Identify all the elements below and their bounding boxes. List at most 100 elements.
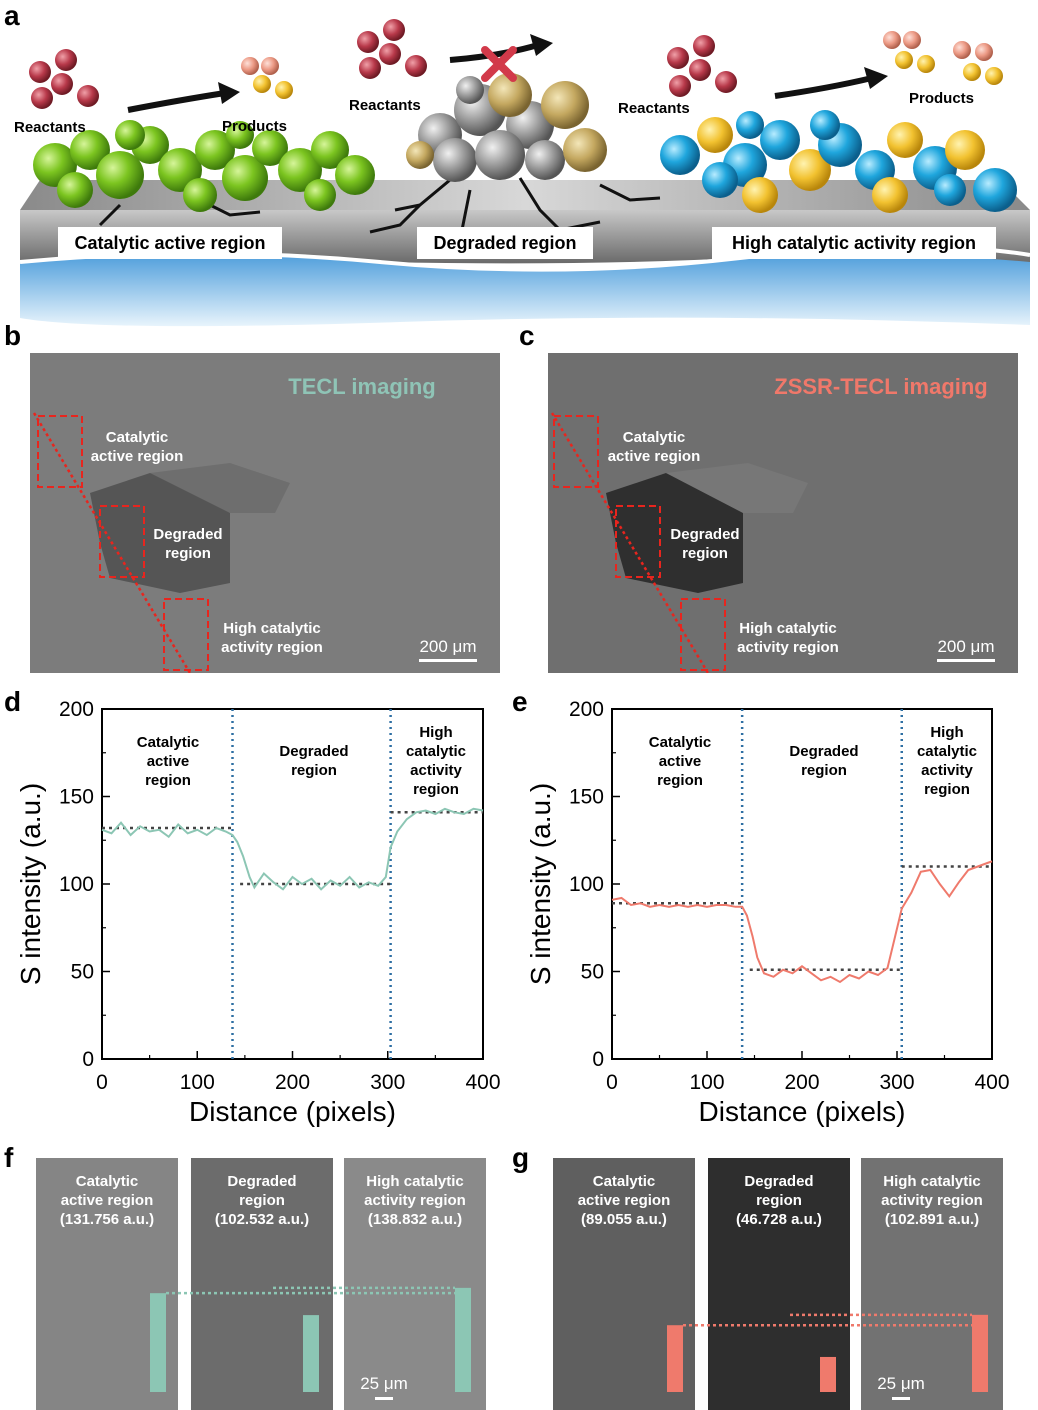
arrow-middle <box>449 42 539 63</box>
y-tick-label: 0 <box>82 1048 94 1071</box>
y-tick-label: 0 <box>592 1048 604 1071</box>
reactants-label-right: Reactants <box>618 100 690 117</box>
scale-label-b: 200 μm <box>419 637 476 656</box>
line-chart-d: 0 50 100 150 200 0 100 200 300 400 Distance (pixel… <box>15 698 501 1127</box>
region-label: High <box>930 724 963 741</box>
y-tick-label: 100 <box>59 873 94 896</box>
products-label-right: Products <box>909 90 974 107</box>
region-label: region <box>801 762 847 779</box>
label-b-degraded-2: region <box>165 545 211 562</box>
panel-letter-g: g <box>512 1142 530 1173</box>
bar-panel-f: Catalytic active region (131.756 a.u.) Degr… <box>36 1158 486 1410</box>
scale-bar-c <box>937 659 995 662</box>
region-box-degraded: Degraded region <box>433 233 576 253</box>
tile-label-line: activity region <box>364 1192 466 1209</box>
region-label: catalytic <box>917 743 977 760</box>
scale-bar-b <box>419 659 477 662</box>
tile-label-line: activity region <box>881 1192 983 1209</box>
label-c-degraded-1: Degraded <box>670 526 739 543</box>
y-tick-label: 150 <box>59 786 94 809</box>
scale-bar <box>892 1397 910 1400</box>
product-cluster-left <box>241 57 293 99</box>
tile-label-line: region <box>239 1192 285 1209</box>
scale-label: 25 μm <box>360 1374 408 1393</box>
tile-value-label: (138.832 a.u.) <box>368 1211 462 1228</box>
x-tick-label: 0 <box>606 1071 618 1094</box>
green-particles <box>33 120 375 212</box>
scale-label-c: 200 μm <box>937 637 994 656</box>
y-tick-label: 50 <box>71 961 94 984</box>
region-label: active <box>659 753 702 770</box>
tile-label-line: Degraded <box>227 1173 296 1190</box>
tecl-imaging-title: TECL imaging <box>288 374 436 399</box>
label-b-degraded-1: Degraded <box>153 526 222 543</box>
bar-panel-g: Catalytic active region (89.055 a.u.) Degra… <box>553 1158 1003 1410</box>
x-axis-title: Distance (pixels) <box>699 1096 906 1127</box>
reactant-cluster-right <box>667 35 737 97</box>
x-tick-label: 300 <box>879 1071 914 1094</box>
x-tick-label: 300 <box>370 1071 405 1094</box>
scale-bar <box>375 1397 393 1400</box>
zssr-tecl-imaging-title: ZSSR-TECL imaging <box>774 374 988 399</box>
x-axis-title: Distance (pixels) <box>189 1096 396 1127</box>
reactants-label-left: Reactants <box>14 119 86 136</box>
y-tick-label: 200 <box>569 698 604 721</box>
label-c-high-1: High catalytic <box>739 620 837 637</box>
y-tick-label: 200 <box>59 698 94 721</box>
label-c-active-2: active region <box>608 448 701 465</box>
x-tick-label: 200 <box>275 1071 310 1094</box>
region-label: Degraded <box>789 743 858 760</box>
tile-value-label: (102.532 a.u.) <box>215 1211 309 1228</box>
region-box-high: High catalytic activity region <box>732 233 976 253</box>
degraded-particles <box>406 73 607 182</box>
high-activity-particles <box>660 110 1017 213</box>
panel-letter-d: d <box>4 686 22 717</box>
region-label: region <box>924 781 970 798</box>
x-tick-label: 0 <box>96 1071 108 1094</box>
products-label-left: Products <box>222 118 287 135</box>
y-tick-label: 50 <box>581 961 604 984</box>
region-label: region <box>145 772 191 789</box>
y-tick-label: 100 <box>569 873 604 896</box>
x-tick-label: 200 <box>784 1071 819 1094</box>
intensity-bar <box>667 1325 683 1392</box>
tile-label-line: region <box>756 1192 802 1209</box>
line-chart-e: 0 50 100 150 200 0 100 200 300 400 Distance (pixel… <box>525 698 1010 1127</box>
tile-label-line: Catalytic <box>76 1173 139 1190</box>
panel-letter-b: b <box>4 320 22 351</box>
panel-letter-a: a <box>4 0 20 31</box>
intensity-profile-line <box>101 807 484 891</box>
label-c-active-1: Catalytic <box>623 429 686 446</box>
tile-label-line: active region <box>61 1192 154 1209</box>
region-label: activity <box>921 762 973 779</box>
panel-letter-f: f <box>4 1142 14 1173</box>
intensity-bar <box>455 1287 471 1392</box>
x-tick-label: 100 <box>689 1071 724 1094</box>
tile-label-line: High catalytic <box>366 1173 464 1190</box>
arrow-right <box>774 75 873 99</box>
y-axis-title: S intensity (a.u.) <box>525 783 556 985</box>
region-label: Catalytic <box>649 734 712 751</box>
tile-value-label: (89.055 a.u.) <box>581 1211 667 1228</box>
x-tick-label: 400 <box>465 1071 500 1094</box>
y-axis-title: S intensity (a.u.) <box>15 783 46 985</box>
y-tick-label: 150 <box>569 786 604 809</box>
region-label: active <box>147 753 190 770</box>
intensity-profile-line <box>611 860 993 984</box>
x-tick-label: 400 <box>974 1071 1009 1094</box>
panel-c-image: ZSSR-TECL imaging Catalytic active regio… <box>548 353 1018 673</box>
x-tick-label: 100 <box>180 1071 215 1094</box>
region-box-active: Catalytic active region <box>74 233 265 253</box>
intensity-bar <box>972 1314 988 1392</box>
region-label: Catalytic <box>137 734 200 751</box>
label-c-degraded-2: region <box>682 545 728 562</box>
intensity-bar <box>303 1315 319 1392</box>
product-cluster-right <box>883 31 1003 85</box>
region-label: region <box>657 772 703 789</box>
scale-label: 25 μm <box>877 1374 925 1393</box>
tile-label-line: active region <box>578 1192 671 1209</box>
region-label: region <box>291 762 337 779</box>
reactant-cluster-middle <box>357 19 427 79</box>
panel-letter-e: e <box>512 686 528 717</box>
tile-label-line: High catalytic <box>883 1173 981 1190</box>
